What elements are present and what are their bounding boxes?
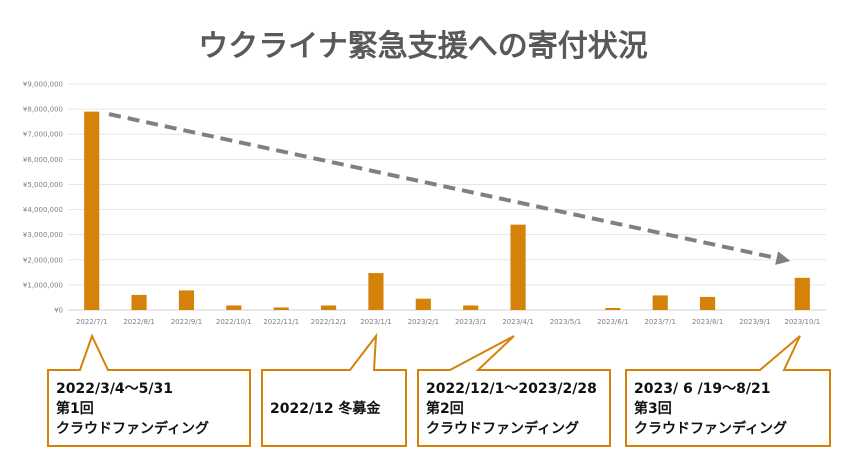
- y-axis: ¥0 ¥1,000,000 ¥2,000,000 ¥3,000,000 ¥4,000,0…: [23, 81, 63, 315]
- x-tick-label: 2022/12/1: [311, 318, 347, 326]
- y-tick-label: ¥1,000,000: [23, 281, 63, 289]
- bar: [794, 277, 810, 310]
- bar: [368, 273, 384, 310]
- bar: [605, 307, 621, 310]
- y-tick-label: ¥8,000,000: [23, 106, 63, 114]
- y-tick-label: ¥2,000,000: [23, 256, 63, 264]
- x-tick-label: 2023/3/1: [455, 318, 486, 326]
- bar: [699, 296, 716, 310]
- callout-text: クラウドファンディング: [634, 420, 787, 437]
- callout-text: 第3回: [634, 400, 672, 417]
- callout-text: 第2回: [426, 400, 464, 417]
- callout-box: [417, 335, 611, 447]
- x-tick-label: 2022/7/1: [76, 318, 107, 326]
- y-tick-label: ¥3,000,000: [23, 231, 63, 239]
- callout-text: 2022/12 冬募金: [270, 400, 381, 417]
- bar: [415, 298, 431, 310]
- chart-title: ウクライナ緊急支援への寄付状況: [198, 29, 647, 64]
- grid-lines: [68, 83, 826, 311]
- x-tick-label: 2023/2/1: [408, 318, 439, 326]
- bar: [226, 305, 242, 310]
- x-tick-label: 2023/4/1: [502, 318, 533, 326]
- callout-box: [625, 335, 831, 447]
- x-tick-label: 2023/10/1: [784, 318, 820, 326]
- bars: [84, 111, 810, 310]
- callout: 2022/12 冬募金: [261, 332, 407, 447]
- callout-text: 2023/ 6 /19～8/21: [634, 381, 771, 397]
- x-tick-label: 2022/11/1: [263, 318, 299, 326]
- bar: [510, 224, 526, 310]
- x-tick-label: 2023/9/1: [739, 318, 770, 326]
- callout-text: 2022/3/4～5/31: [56, 381, 173, 397]
- x-axis: 2022/7/1 2022/8/1 2022/9/1 2022/10/1 2022/11…: [76, 318, 820, 326]
- callout-text: クラウドファンディング: [56, 420, 209, 437]
- bar: [652, 295, 668, 310]
- y-tick-label: ¥0: [54, 307, 63, 315]
- bar: [320, 305, 337, 310]
- trend-line: [108, 112, 778, 261]
- bar: [131, 294, 147, 310]
- callout-box: [47, 333, 251, 447]
- x-tick-label: 2023/7/1: [644, 318, 675, 326]
- y-tick-label: ¥5,000,000: [23, 181, 63, 189]
- trend-arrow: [108, 112, 791, 265]
- y-tick-label: ¥6,000,000: [23, 156, 63, 164]
- x-tick-label: 2023/1/1: [360, 318, 391, 326]
- callout-box: [261, 332, 407, 447]
- x-tick-label: 2022/8/1: [123, 318, 154, 326]
- x-tick-label: 2023/8/1: [692, 318, 723, 326]
- x-tick-label: 2023/6/1: [597, 318, 628, 326]
- y-tick-label: ¥7,000,000: [23, 131, 63, 139]
- callout-text: 第1回: [56, 400, 94, 417]
- bar: [463, 305, 479, 310]
- bar: [84, 111, 100, 310]
- y-tick-label: ¥9,000,000: [23, 81, 63, 89]
- callout-text: クラウドファンディング: [426, 420, 579, 437]
- trend-arrowhead: [775, 251, 791, 265]
- x-tick-label: 2022/10/1: [216, 318, 252, 326]
- bar: [273, 307, 289, 310]
- y-tick-label: ¥4,000,000: [23, 206, 63, 214]
- x-tick-label: 2023/5/1: [550, 318, 581, 326]
- callout-text: 2022/12/1～2023/2/28: [426, 381, 597, 397]
- bar: [178, 290, 195, 310]
- x-tick-label: 2022/9/1: [171, 318, 202, 326]
